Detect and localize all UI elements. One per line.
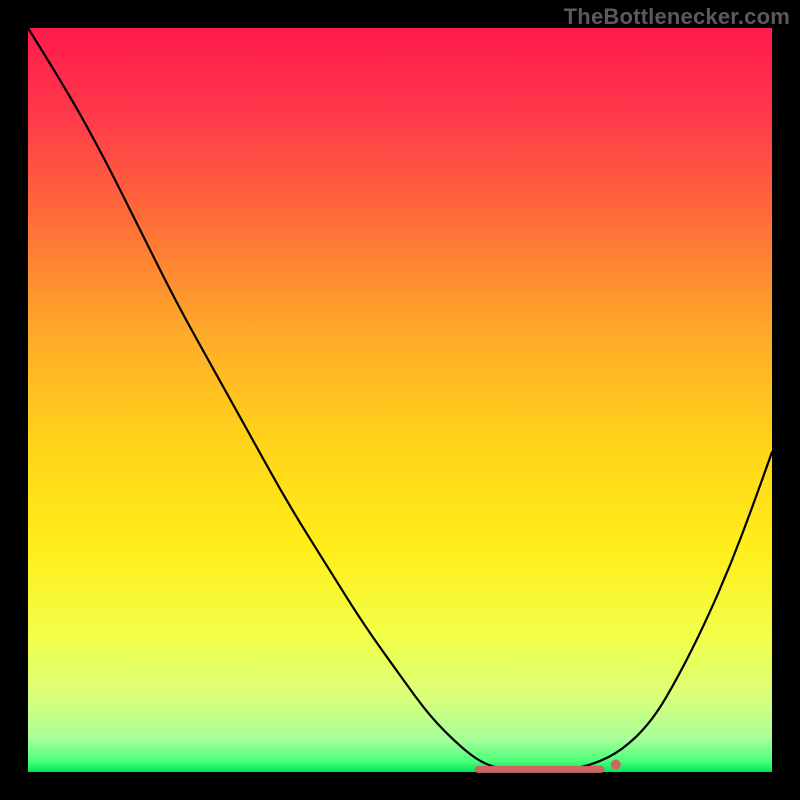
- chart-gradient-bg: [28, 28, 772, 772]
- bottleneck-chart: [0, 0, 800, 800]
- watermark-text: TheBottlenecker.com: [564, 4, 790, 30]
- marker-dot: [611, 760, 621, 770]
- chart-stage: TheBottlenecker.com: [0, 0, 800, 800]
